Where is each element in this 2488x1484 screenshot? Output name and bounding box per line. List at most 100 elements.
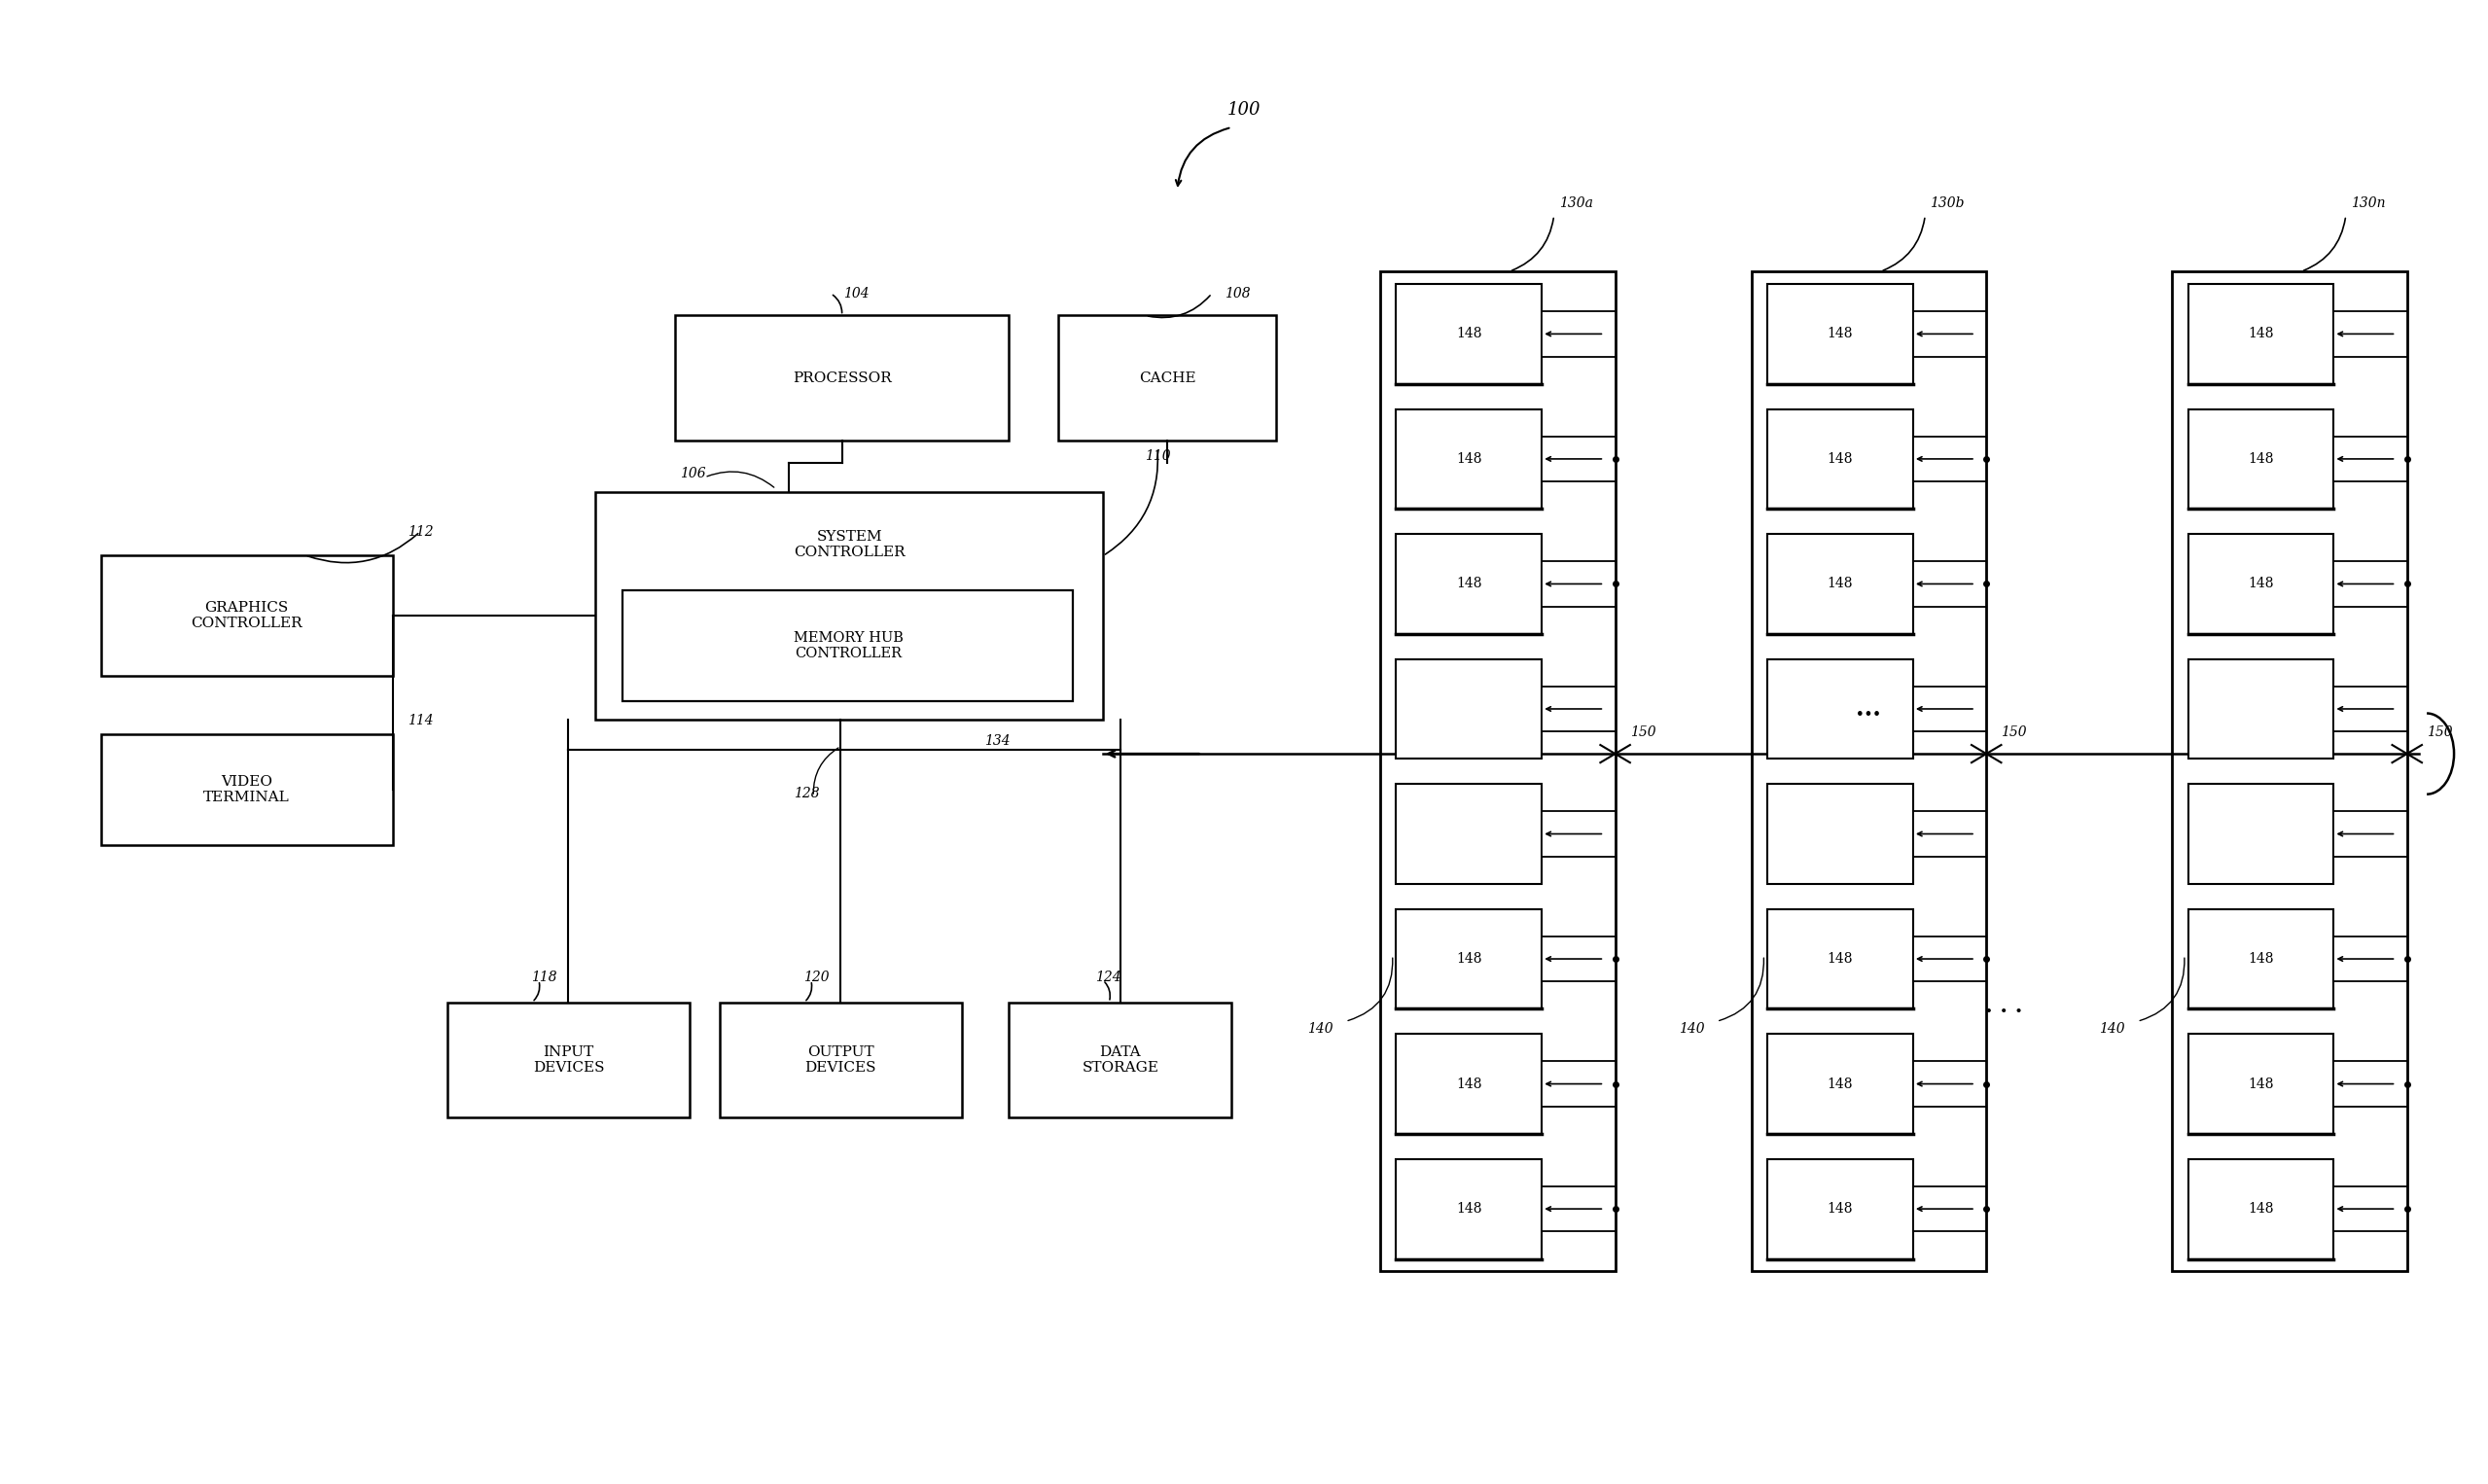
Text: 148: 148 bbox=[2249, 326, 2274, 341]
Bar bbox=[674, 316, 1010, 441]
Bar bbox=[1396, 534, 1543, 634]
Text: 148: 148 bbox=[1826, 953, 1854, 966]
Bar bbox=[1543, 687, 1615, 732]
Bar bbox=[1766, 1034, 1913, 1134]
Text: 148: 148 bbox=[1826, 1077, 1854, 1091]
Bar bbox=[1766, 784, 1913, 884]
Bar bbox=[2334, 436, 2406, 481]
Bar bbox=[2334, 687, 2406, 732]
Bar bbox=[1381, 272, 1615, 1272]
Text: PROCESSOR: PROCESSOR bbox=[791, 371, 891, 384]
Text: 150: 150 bbox=[2000, 726, 2028, 739]
Text: 130n: 130n bbox=[2351, 196, 2386, 209]
Text: 140: 140 bbox=[1679, 1022, 1704, 1036]
Bar bbox=[102, 735, 393, 844]
Bar bbox=[2334, 312, 2406, 356]
Text: 148: 148 bbox=[2249, 1202, 2274, 1215]
Text: 148: 148 bbox=[1826, 326, 1854, 341]
Text: 106: 106 bbox=[679, 466, 707, 481]
Text: 148: 148 bbox=[1455, 953, 1483, 966]
Text: GRAPHICS
CONTROLLER: GRAPHICS CONTROLLER bbox=[192, 601, 304, 631]
Bar bbox=[2187, 410, 2334, 509]
Bar bbox=[2187, 534, 2334, 634]
Bar bbox=[2172, 272, 2406, 1272]
Bar bbox=[1766, 659, 1913, 758]
Bar bbox=[1396, 659, 1543, 758]
Text: 130b: 130b bbox=[1931, 196, 1966, 209]
Bar bbox=[719, 1002, 963, 1117]
Bar bbox=[1752, 272, 1985, 1272]
Bar bbox=[1010, 1002, 1232, 1117]
Bar bbox=[1543, 1186, 1615, 1232]
Text: 148: 148 bbox=[2249, 953, 2274, 966]
Bar bbox=[2187, 1159, 2334, 1258]
Bar bbox=[1913, 687, 1985, 732]
Text: MEMORY HUB
CONTROLLER: MEMORY HUB CONTROLLER bbox=[794, 631, 903, 660]
Bar bbox=[1396, 1159, 1543, 1258]
Bar bbox=[2334, 936, 2406, 981]
Bar bbox=[1913, 936, 1985, 981]
Bar bbox=[2187, 659, 2334, 758]
Bar bbox=[1057, 316, 1276, 441]
Text: 108: 108 bbox=[1224, 288, 1249, 301]
Bar bbox=[595, 493, 1102, 720]
Text: 148: 148 bbox=[1826, 1202, 1854, 1215]
Bar bbox=[622, 591, 1072, 700]
Bar bbox=[2187, 908, 2334, 1009]
Bar bbox=[1543, 312, 1615, 356]
Bar bbox=[102, 555, 393, 675]
Text: 104: 104 bbox=[843, 288, 868, 301]
Text: 150: 150 bbox=[2426, 726, 2453, 739]
Bar bbox=[1396, 410, 1543, 509]
Text: VIDEO
TERMINAL: VIDEO TERMINAL bbox=[204, 775, 291, 804]
Bar bbox=[2334, 1061, 2406, 1107]
Text: . . .: . . . bbox=[1985, 996, 2023, 1018]
Text: 148: 148 bbox=[1455, 577, 1483, 591]
Bar bbox=[1913, 312, 1985, 356]
Bar bbox=[1913, 561, 1985, 607]
Text: INPUT
DEVICES: INPUT DEVICES bbox=[532, 1045, 605, 1074]
Bar bbox=[1913, 436, 1985, 481]
Bar bbox=[1396, 1034, 1543, 1134]
Text: 150: 150 bbox=[1630, 726, 1657, 739]
Bar bbox=[1766, 908, 1913, 1009]
Text: CACHE: CACHE bbox=[1140, 371, 1197, 384]
Bar bbox=[2334, 812, 2406, 856]
Text: 148: 148 bbox=[1455, 1077, 1483, 1091]
Bar bbox=[1396, 283, 1543, 384]
Text: DATA
STORAGE: DATA STORAGE bbox=[1082, 1045, 1159, 1074]
Text: SYSTEM
CONTROLLER: SYSTEM CONTROLLER bbox=[794, 530, 906, 559]
Bar bbox=[2187, 784, 2334, 884]
Bar bbox=[1543, 436, 1615, 481]
Text: 148: 148 bbox=[2249, 577, 2274, 591]
Bar bbox=[2334, 561, 2406, 607]
Text: 114: 114 bbox=[408, 714, 433, 727]
Text: 148: 148 bbox=[1455, 1202, 1483, 1215]
Text: 112: 112 bbox=[408, 525, 433, 539]
Bar bbox=[1396, 908, 1543, 1009]
Text: ...: ... bbox=[1856, 697, 1881, 721]
Text: 140: 140 bbox=[2100, 1022, 2125, 1036]
Text: 148: 148 bbox=[1826, 577, 1854, 591]
Bar bbox=[1913, 1061, 1985, 1107]
Bar bbox=[1396, 784, 1543, 884]
Bar bbox=[1766, 534, 1913, 634]
Text: 130a: 130a bbox=[1560, 196, 1592, 209]
Text: 140: 140 bbox=[1306, 1022, 1334, 1036]
Text: 148: 148 bbox=[2249, 453, 2274, 466]
Bar bbox=[1543, 561, 1615, 607]
Bar bbox=[1543, 812, 1615, 856]
Bar bbox=[2334, 1186, 2406, 1232]
Bar bbox=[1766, 1159, 1913, 1258]
Text: 148: 148 bbox=[1455, 453, 1483, 466]
Bar bbox=[1766, 410, 1913, 509]
Text: 124: 124 bbox=[1095, 971, 1122, 984]
Text: 148: 148 bbox=[2249, 1077, 2274, 1091]
Text: 110: 110 bbox=[1144, 450, 1172, 463]
Text: 148: 148 bbox=[1826, 453, 1854, 466]
Bar bbox=[1766, 283, 1913, 384]
Bar bbox=[1543, 1061, 1615, 1107]
Bar bbox=[2187, 283, 2334, 384]
Text: 120: 120 bbox=[804, 971, 829, 984]
Text: 148: 148 bbox=[1455, 326, 1483, 341]
